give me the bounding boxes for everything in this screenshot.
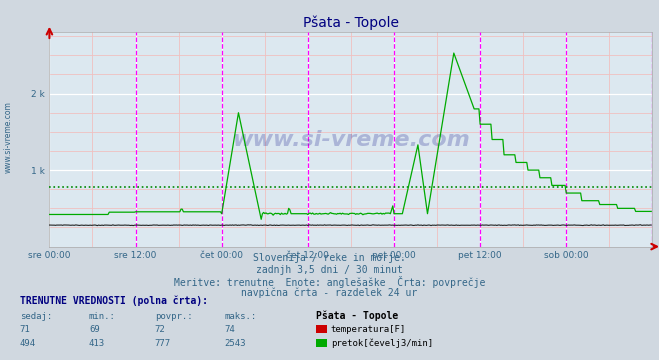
Text: Pšata - Topole: Pšata - Topole [316,310,399,321]
Text: min.:: min.: [89,312,116,321]
Title: Pšata - Topole: Pšata - Topole [303,15,399,30]
Text: maks.:: maks.: [224,312,256,321]
Text: 2543: 2543 [224,339,246,348]
Text: zadnjh 3,5 dni / 30 minut: zadnjh 3,5 dni / 30 minut [256,265,403,275]
Text: povpr.:: povpr.: [155,312,192,321]
Text: 71: 71 [20,325,30,334]
Text: temperatura[F]: temperatura[F] [331,325,406,334]
Text: sedaj:: sedaj: [20,312,52,321]
Text: 69: 69 [89,325,100,334]
Text: www.si-vreme.com: www.si-vreme.com [3,101,13,173]
Text: Slovenija / reke in morje.: Slovenija / reke in morje. [253,253,406,263]
Text: pretok[čevelj3/min]: pretok[čevelj3/min] [331,339,433,348]
Text: TRENUTNE VREDNOSTI (polna črta):: TRENUTNE VREDNOSTI (polna črta): [20,296,208,306]
Text: Meritve: trenutne  Enote: anglešaške  Črta: povprečje: Meritve: trenutne Enote: anglešaške Črta… [174,276,485,288]
Text: www.si-vreme.com: www.si-vreme.com [232,130,470,149]
Text: 72: 72 [155,325,165,334]
Text: 494: 494 [20,339,36,348]
Text: navpična črta - razdelek 24 ur: navpična črta - razdelek 24 ur [241,288,418,298]
Text: 777: 777 [155,339,171,348]
Text: 413: 413 [89,339,105,348]
Text: 74: 74 [224,325,235,334]
